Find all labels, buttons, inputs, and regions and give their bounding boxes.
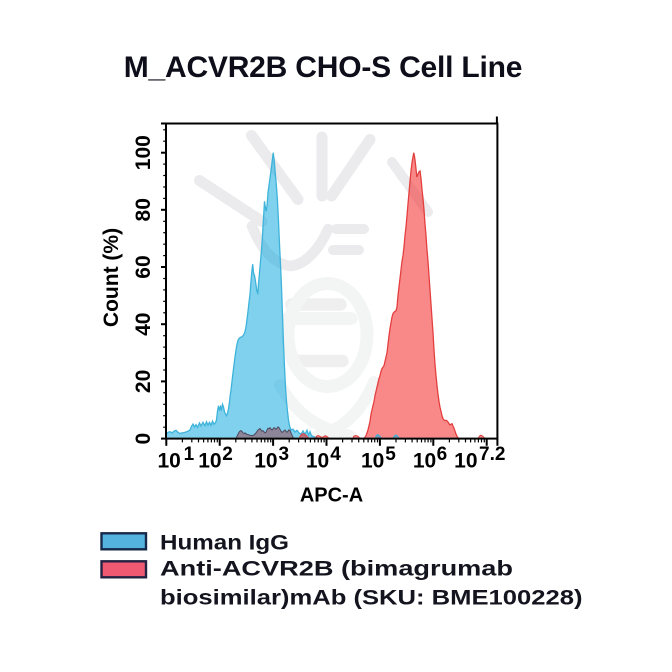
svg-text:APC-A: APC-A xyxy=(300,484,363,506)
svg-text:10: 10 xyxy=(306,449,329,472)
svg-text:10: 10 xyxy=(157,449,180,472)
svg-text:4: 4 xyxy=(330,444,341,465)
svg-text:10: 10 xyxy=(454,449,477,472)
svg-text:6: 6 xyxy=(437,444,448,465)
svg-text:Count (%): Count (%) xyxy=(100,228,123,327)
svg-text:10: 10 xyxy=(361,449,384,472)
svg-text:20: 20 xyxy=(132,370,155,393)
svg-text:1: 1 xyxy=(184,444,195,465)
svg-text:0: 0 xyxy=(132,433,155,445)
svg-text:80: 80 xyxy=(132,198,155,221)
svg-text:7.2: 7.2 xyxy=(479,444,505,465)
svg-text:Human IgG: Human IgG xyxy=(160,531,289,554)
svg-text:40: 40 xyxy=(132,313,155,336)
svg-text:10: 10 xyxy=(254,449,277,472)
svg-text:biosimilar)mAb (SKU: BME100228: biosimilar)mAb (SKU: BME100228) xyxy=(160,587,583,610)
svg-text:2: 2 xyxy=(222,444,233,465)
svg-text:5: 5 xyxy=(385,444,396,465)
svg-text:100: 100 xyxy=(132,135,155,170)
svg-text:60: 60 xyxy=(132,255,155,278)
svg-text:3: 3 xyxy=(279,444,290,465)
svg-text:10: 10 xyxy=(198,449,221,472)
svg-text:Anti-ACVR2B (bimagrumab: Anti-ACVR2B (bimagrumab xyxy=(160,557,513,580)
svg-text:10: 10 xyxy=(413,449,436,472)
